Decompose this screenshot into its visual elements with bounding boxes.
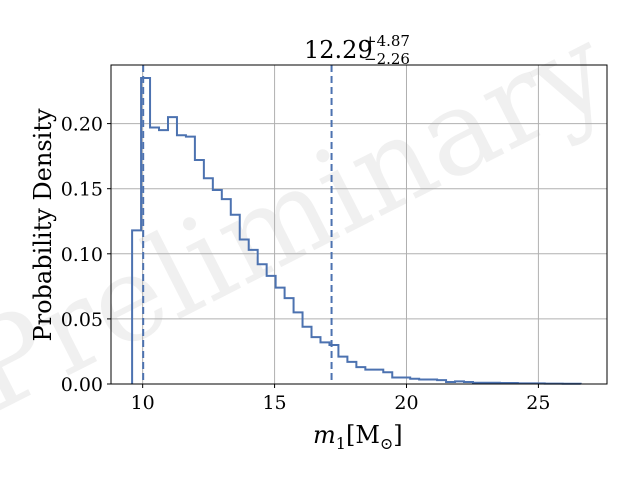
chart-title: 12.29 <box>304 36 373 64</box>
x-axis-label: m1[M⊙] <box>313 421 403 453</box>
x-tick-label: 15 <box>262 392 286 414</box>
title-lower-error: −2.26 <box>364 50 410 68</box>
x-tick-label: 10 <box>131 392 155 414</box>
y-tick-label: 0.15 <box>61 179 103 201</box>
grid-lines <box>111 65 607 385</box>
y-axis-ticks: 0.00 0.05 0.10 0.15 0.20 <box>61 114 111 396</box>
x-tick-label: 20 <box>394 392 418 414</box>
title-upper-error: +4.87 <box>364 32 410 50</box>
plot-frame <box>110 64 608 385</box>
y-tick-label: 0.05 <box>61 309 103 331</box>
credible-interval-lines <box>142 65 333 384</box>
x-tick-label: 25 <box>526 392 550 414</box>
histogram-series <box>131 77 582 385</box>
y-tick-label: 0.00 <box>61 374 103 396</box>
y-tick-label: 0.10 <box>61 244 103 266</box>
y-tick-label: 0.20 <box>61 114 103 136</box>
y-axis-label: Probability Density <box>29 108 57 342</box>
histogram-step-line <box>131 77 582 385</box>
x-axis-ticks: 10 15 20 25 <box>131 384 550 414</box>
title-median: 12.29 <box>304 36 373 64</box>
